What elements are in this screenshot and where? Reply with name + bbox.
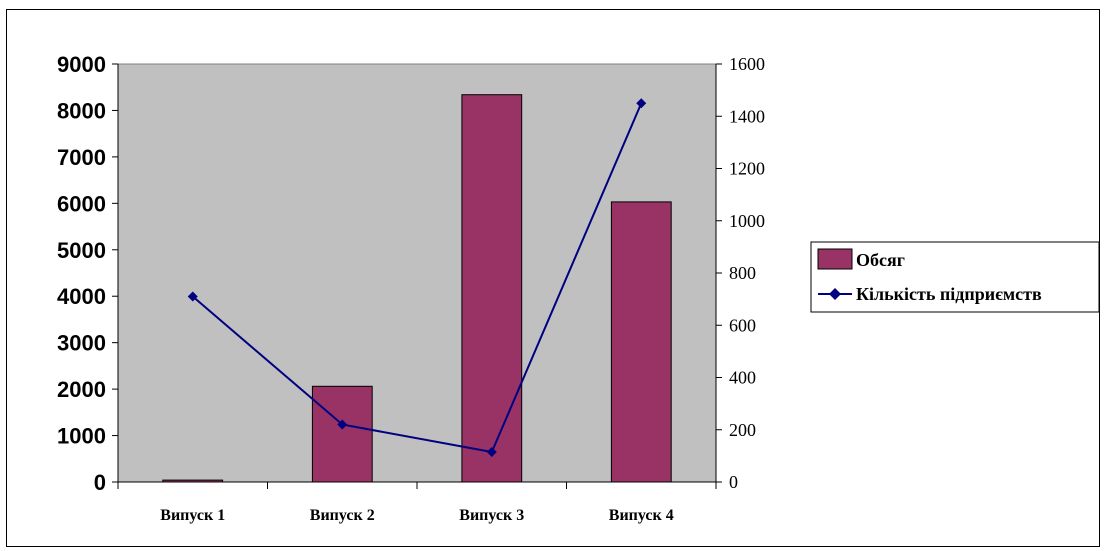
legend-box bbox=[810, 241, 1100, 313]
y-tick-label-right: 800 bbox=[729, 263, 756, 283]
y-tick-label-right: 1400 bbox=[729, 106, 765, 126]
bar bbox=[311, 385, 373, 483]
bars-group bbox=[162, 94, 672, 483]
y-tick-label-left: 9000 bbox=[57, 52, 106, 77]
bar bbox=[461, 94, 523, 483]
line-point bbox=[187, 291, 198, 302]
legend: Обсяг Кількість підприємств bbox=[810, 241, 1100, 313]
y-tick-label-right: 200 bbox=[729, 420, 756, 440]
y-tick-label-left: 0 bbox=[94, 470, 106, 495]
y-tick-label-left: 4000 bbox=[57, 284, 106, 309]
y-tick-label-right: 1000 bbox=[729, 211, 765, 231]
y-tick-label-left: 8000 bbox=[57, 98, 106, 123]
y-tick-label-right: 1200 bbox=[729, 159, 765, 179]
legend-swatch-bar bbox=[817, 248, 853, 270]
x-tick-label: Випуск 4 bbox=[609, 507, 674, 524]
y-tick-label-right: 1600 bbox=[729, 54, 765, 74]
series-line bbox=[192, 102, 643, 454]
y-tick-label-right: 0 bbox=[729, 472, 738, 492]
y-tick-label-left: 2000 bbox=[57, 377, 106, 402]
y-tick-label-left: 5000 bbox=[57, 238, 106, 263]
y-tick-label-right: 600 bbox=[729, 315, 756, 335]
line-point bbox=[636, 98, 647, 109]
y-tick-label-left: 7000 bbox=[57, 145, 106, 170]
legend-label-enterprises: Кількість підприємств bbox=[856, 284, 1042, 304]
line-point bbox=[337, 419, 348, 430]
bar bbox=[610, 201, 672, 483]
x-tick-label: Випуск 2 bbox=[310, 507, 375, 524]
y-tick-label-left: 6000 bbox=[57, 191, 106, 216]
legend-label-volume: Обсяг bbox=[856, 250, 905, 270]
x-tick-label: Випуск 1 bbox=[160, 507, 225, 524]
legend-diamond-marker bbox=[829, 288, 841, 300]
line-point bbox=[486, 446, 497, 457]
x-tick-label: Випуск 3 bbox=[459, 507, 524, 524]
y-tick-label-left: 3000 bbox=[57, 331, 106, 356]
line-series-group bbox=[187, 98, 647, 457]
y-tick-label-left: 1000 bbox=[57, 424, 106, 449]
axes-group: 0 1000 2000 3000 4000 5000 6000 7000 8000 9000 0 20… bbox=[57, 52, 765, 524]
y-tick-label-right: 400 bbox=[729, 368, 756, 388]
